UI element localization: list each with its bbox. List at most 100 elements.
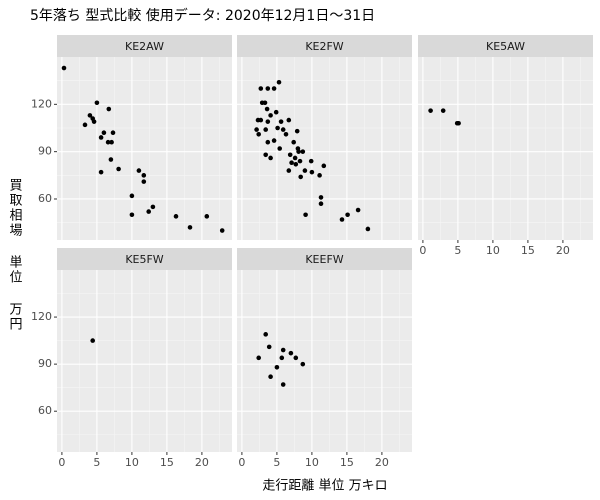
point (279, 355, 285, 361)
strip-label: KE5AW (486, 40, 525, 53)
point (255, 117, 261, 123)
point (265, 119, 271, 124)
point (280, 382, 286, 387)
point (276, 79, 282, 85)
y-tick-label: 120 (31, 97, 52, 110)
x-tick-label: 0 (419, 244, 426, 257)
x-tick-label: 0 (238, 456, 245, 469)
point (98, 135, 104, 140)
panel-background (237, 57, 412, 240)
x-tick-label: 15 (160, 456, 174, 469)
panel-background (57, 57, 232, 240)
point (141, 179, 147, 184)
point (141, 173, 147, 178)
strip (57, 248, 232, 270)
x-tick-label: 15 (340, 456, 354, 469)
point (286, 117, 292, 123)
x-axis-title: 走行距離 単位 万キロ (262, 478, 387, 494)
point (256, 132, 262, 137)
point (258, 86, 264, 91)
point (271, 138, 277, 143)
strip-label: KE5FW (125, 253, 163, 266)
point (256, 355, 262, 361)
x-tick-label: 20 (195, 456, 209, 469)
point (110, 130, 116, 136)
point (173, 214, 179, 219)
x-tick-label: 0 (58, 456, 65, 469)
point (108, 157, 114, 162)
point (204, 214, 210, 219)
point (263, 152, 269, 158)
point (291, 139, 297, 145)
point (265, 139, 271, 145)
point (266, 344, 272, 350)
point (287, 152, 293, 158)
point (150, 204, 156, 210)
point (274, 364, 280, 370)
point (106, 106, 112, 112)
point (365, 226, 371, 232)
x-tick-label: 20 (556, 244, 570, 257)
point (318, 195, 324, 200)
point (293, 161, 299, 167)
point (318, 201, 324, 207)
y-tick-label: 60 (38, 192, 52, 205)
point (456, 120, 461, 126)
point (265, 86, 271, 91)
panel-background (418, 57, 593, 240)
x-tick-label: 15 (521, 244, 535, 257)
panel-background (57, 270, 232, 452)
point (275, 125, 280, 131)
point (262, 100, 268, 106)
point (297, 158, 303, 164)
x-tick-label: 5 (454, 244, 461, 257)
point (146, 209, 151, 214)
x-tick-label: 10 (486, 244, 500, 257)
y-tick-label: 60 (38, 404, 52, 417)
point (288, 350, 294, 356)
point (300, 361, 306, 367)
point (294, 128, 300, 134)
x-tick-label: 10 (305, 456, 319, 469)
point (280, 347, 286, 353)
point (308, 158, 314, 164)
point (268, 155, 273, 161)
point (268, 113, 273, 118)
point (116, 166, 121, 172)
point (292, 155, 298, 161)
point (298, 174, 304, 180)
point (296, 149, 301, 154)
point (61, 65, 67, 71)
point (87, 113, 93, 118)
point (82, 122, 88, 128)
point (280, 127, 286, 132)
point (302, 168, 308, 173)
point (101, 130, 107, 136)
point (317, 173, 322, 178)
point (273, 109, 279, 115)
y-axis-title: 買取相場 単位 万円 (7, 178, 23, 332)
point (98, 169, 104, 175)
point (219, 228, 225, 233)
x-tick-label: 5 (273, 456, 280, 469)
point (355, 207, 361, 213)
panel-background (237, 270, 412, 452)
point (263, 127, 269, 132)
point (136, 168, 142, 173)
point (91, 119, 97, 124)
point (277, 146, 283, 151)
point (271, 86, 277, 91)
point (440, 108, 446, 113)
strip (237, 35, 412, 57)
point (187, 225, 193, 230)
point (293, 355, 299, 361)
point (278, 119, 284, 124)
point (264, 106, 270, 112)
point (321, 163, 327, 169)
point (428, 108, 433, 113)
y-tick-label: 120 (31, 310, 52, 323)
point (129, 193, 135, 199)
strip-label: KE2FW (305, 40, 343, 53)
point (309, 169, 315, 175)
